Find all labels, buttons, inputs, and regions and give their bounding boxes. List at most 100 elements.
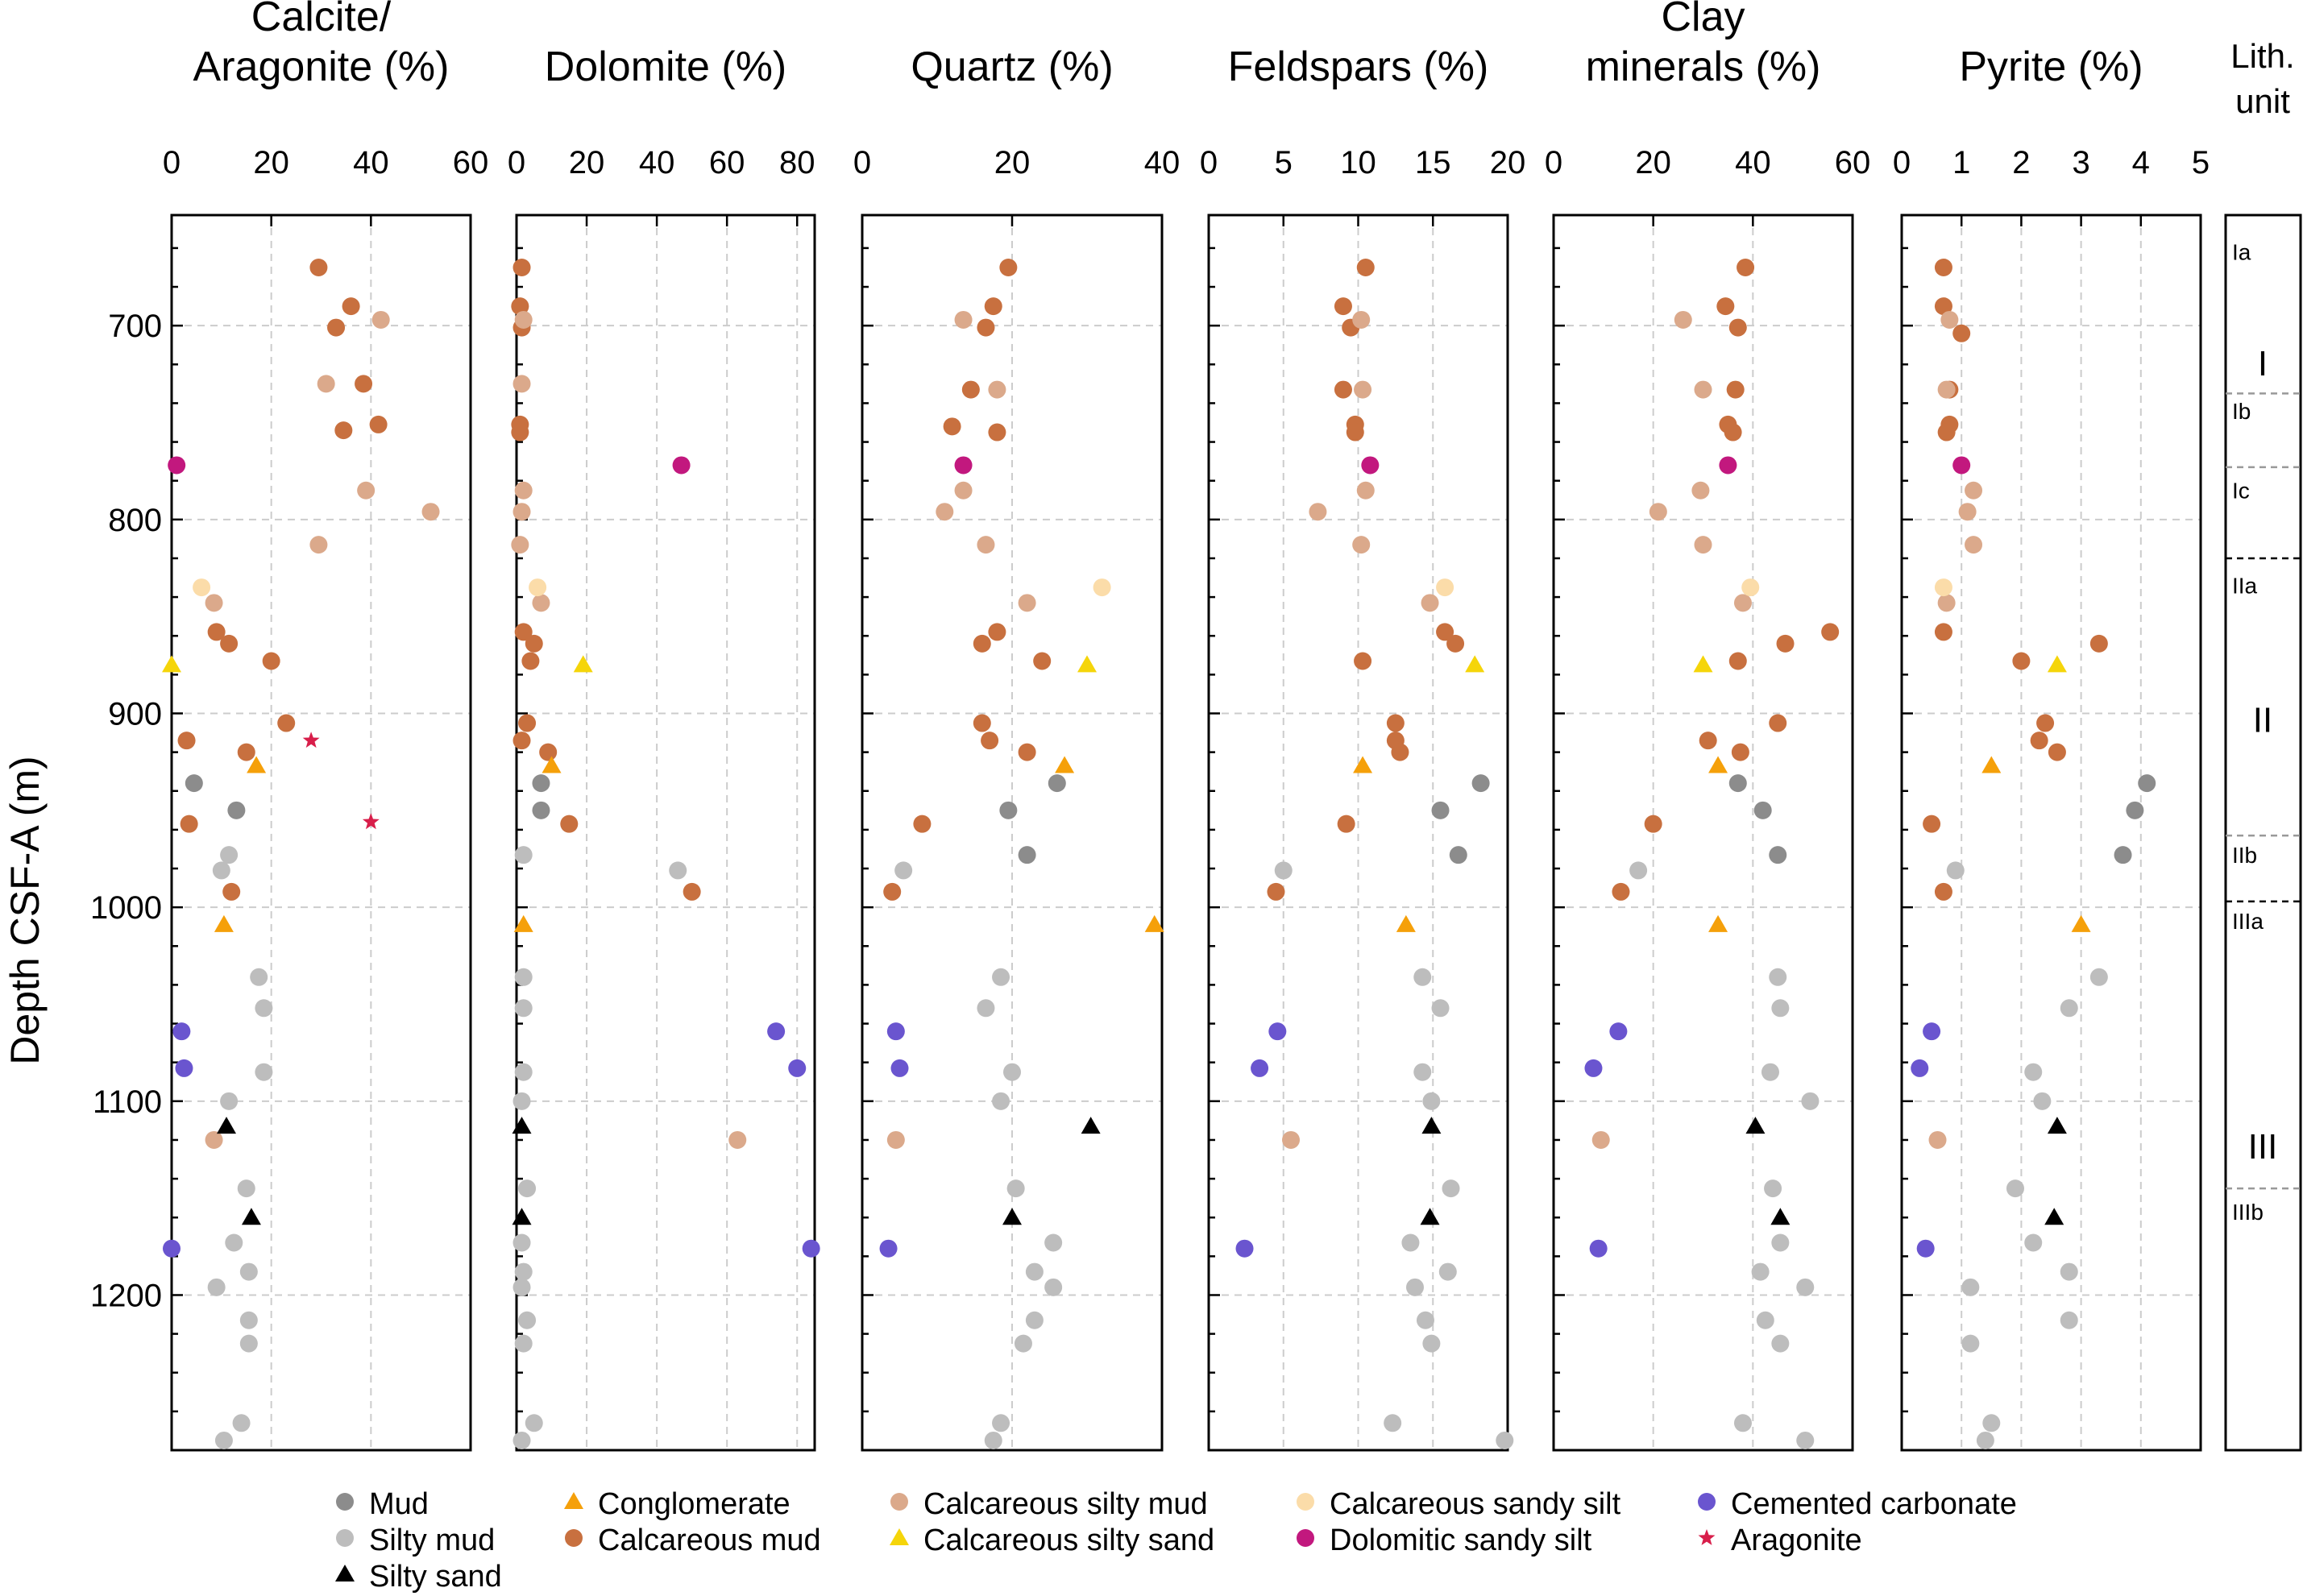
data-point-calcareous-mud	[999, 258, 1018, 276]
data-point-calcareous-silty-mud	[728, 1130, 747, 1149]
panel-feldspars: Feldspars (%) 0 5 10 15 20	[1200, 44, 1526, 1452]
data-point-calcareous-silty-mud	[1958, 503, 1977, 521]
data-point-cemented-carbonate	[1589, 1239, 1608, 1258]
data-point-silty-mud	[1413, 968, 1432, 986]
data-point-calcareous-mud	[1731, 743, 1749, 761]
data-point-cemented-carbonate	[1235, 1239, 1254, 1258]
legend-label: Calcareous silty mud	[923, 1487, 1208, 1521]
data-point-calcareous-silty-mud	[1591, 1130, 1610, 1149]
y-tick-label: 1200	[90, 1278, 162, 1313]
data-point-silty-mud	[977, 999, 995, 1018]
data-point-silty-mud	[1025, 1262, 1044, 1281]
data-point-aragonite	[302, 732, 320, 748]
data-point-calcareous-mud	[1923, 815, 1941, 833]
series-cemented-carbonate	[1911, 1022, 1941, 1258]
data-point-silty-sand	[1745, 1117, 1766, 1134]
lith-subunit-label: Ia	[2232, 240, 2251, 265]
x-tick-label: 15	[1415, 145, 1451, 180]
data-point-conglomerate	[247, 756, 267, 773]
data-point-calcareous-mud	[369, 415, 388, 433]
data-point-calcareous-silty-mud	[1965, 481, 1983, 500]
lith-unit-label: II	[2253, 701, 2272, 740]
series-conglomerate	[214, 756, 267, 932]
series-dolomitic-sandy-silt	[1361, 456, 1380, 475]
data-point-calcareous-sandy-silt	[1436, 578, 1454, 597]
series-cemented-carbonate	[879, 1022, 909, 1258]
data-point-calcareous-silty-mud	[977, 536, 995, 554]
series-calcareous-mud	[177, 258, 388, 901]
data-point-calcareous-mud	[1728, 652, 1747, 670]
data-point-calcareous-mud	[1354, 652, 1372, 670]
y-tick-label: 700	[108, 309, 162, 344]
data-point-calcareous-mud	[2089, 634, 2108, 653]
x-tick-label: 80	[779, 145, 815, 180]
series-aragonite	[302, 732, 380, 830]
data-point-silty-mud	[514, 999, 533, 1018]
data-point-calcareous-silty-mud	[1691, 481, 1710, 500]
data-point-calcareous-mud	[1934, 623, 1952, 641]
data-point-silty-mud	[1761, 1063, 1779, 1081]
data-point-dolomitic-sandy-silt	[672, 456, 691, 475]
x-tick-label: 40	[1144, 145, 1181, 180]
data-point-calcareous-mud	[1726, 380, 1745, 399]
data-point-calcareous-silty-sand	[162, 655, 181, 673]
data-point-calcareous-mud	[277, 714, 296, 732]
data-point-silty-mud	[525, 1414, 543, 1432]
data-point-calcareous-silty-sand	[1465, 655, 1485, 673]
data-point-silty-mud	[512, 1092, 531, 1110]
panel-title: Aragonite (%)	[193, 44, 450, 90]
data-point-silty-sand	[1770, 1208, 1791, 1225]
data-point-cemented-carbonate	[1251, 1059, 1269, 1077]
series-mud	[999, 774, 1066, 864]
data-point-cemented-carbonate	[175, 1059, 193, 1077]
x-tick-label: 0	[1893, 145, 1911, 180]
data-point-calcareous-silty-mud	[309, 536, 328, 554]
data-point-silty-mud	[2060, 999, 2078, 1018]
series-calcareous-silty-sand	[573, 655, 593, 673]
data-point-silty-sand	[1420, 1208, 1440, 1225]
data-point-silty-mud	[1025, 1311, 1044, 1329]
data-point-silty-mud	[2060, 1311, 2078, 1329]
series-conglomerate	[1981, 756, 2091, 932]
data-point-silty-mud	[220, 846, 239, 864]
x-tick-label: 0	[853, 145, 871, 180]
data-point-silty-mud	[514, 846, 533, 864]
data-point-calcareous-silty-sand	[1077, 655, 1097, 673]
data-point-calcareous-silty-mud	[421, 503, 440, 521]
data-point-silty-mud	[1756, 1311, 1774, 1329]
data-point-silty-mud	[992, 1414, 1010, 1432]
data-point-calcareous-mud	[1934, 882, 1952, 901]
data-point-calcareous-mud	[1391, 743, 1409, 761]
data-point-mud	[2126, 801, 2144, 819]
x-tick-label: 0	[163, 145, 181, 180]
legend-label: Mud	[369, 1487, 429, 1521]
panel-title: Quartz (%)	[911, 44, 1113, 90]
panel-title: Pyrite (%)	[1959, 44, 2143, 90]
data-point-calcareous-mud	[1446, 634, 1465, 653]
data-point-calcareous-silty-mud	[1352, 536, 1371, 554]
x-tick-label: 20	[569, 145, 605, 180]
data-point-silty-mud	[255, 1063, 273, 1081]
x-tick-label: 20	[1490, 145, 1526, 180]
panel-pyrite: Pyrite (%) 0 1 2 3 4 5	[1893, 44, 2210, 1452]
data-point-calcareous-mud	[1934, 297, 1952, 316]
legend-label: Conglomerate	[598, 1487, 790, 1521]
calcareous-sandy-silt-circle-icon	[1297, 1493, 1314, 1511]
cemented-carbonate-circle-icon	[1698, 1493, 1716, 1511]
data-point-calcareous-mud	[981, 732, 999, 750]
x-tick-label: 4	[2132, 145, 2150, 180]
x-tick-label: 0	[1200, 145, 1218, 180]
data-point-calcareous-silty-sand	[1693, 655, 1713, 673]
series-conglomerate	[1353, 756, 1373, 773]
lith-subunit-label: Ic	[2232, 479, 2250, 504]
data-point-calcareous-mud	[913, 815, 932, 833]
legend-item-cemented-carbonate: Cemented carbonate	[1698, 1487, 2017, 1521]
data-point-calcareous-mud	[355, 375, 373, 393]
calcareous-mud-circle-icon	[565, 1529, 583, 1547]
data-point-calcareous-silty-mud	[1694, 380, 1712, 399]
data-point-silty-mud	[1764, 1179, 1782, 1198]
data-point-silty-mud	[669, 861, 687, 880]
series-silty-sand	[1002, 1117, 1101, 1225]
data-point-calcareous-silty-mud	[317, 375, 335, 393]
